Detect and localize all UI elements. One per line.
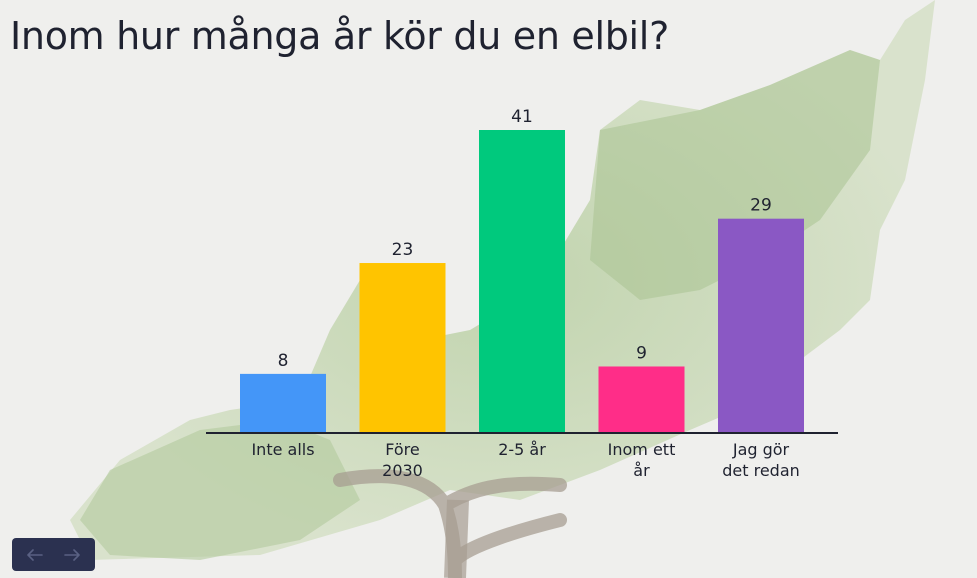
category-label-0: Inte alls	[251, 440, 314, 459]
arrow-right-icon	[64, 548, 81, 561]
bar-2	[479, 130, 565, 433]
category-label-3: Inom ett år	[608, 440, 676, 480]
category-label-4: Jag gör det redan	[722, 440, 800, 480]
previous-button[interactable]	[20, 542, 50, 568]
bar-1	[359, 263, 446, 433]
value-label-4: 29	[750, 196, 772, 216]
arrow-left-icon	[26, 548, 43, 561]
category-label-1: Före 2030	[382, 440, 423, 480]
bar-3	[598, 366, 685, 433]
slide-navigation	[12, 538, 95, 571]
value-label-0: 8	[278, 351, 289, 371]
value-label-3: 9	[636, 343, 647, 363]
bar-0	[240, 373, 326, 433]
category-label-2: 2-5 år	[498, 440, 546, 459]
value-label-1: 23	[392, 240, 414, 260]
next-button[interactable]	[57, 542, 87, 568]
value-label-2: 41	[511, 107, 533, 127]
page-title: Inom hur många år kör du en elbil?	[10, 14, 669, 58]
bar-4	[718, 218, 804, 433]
